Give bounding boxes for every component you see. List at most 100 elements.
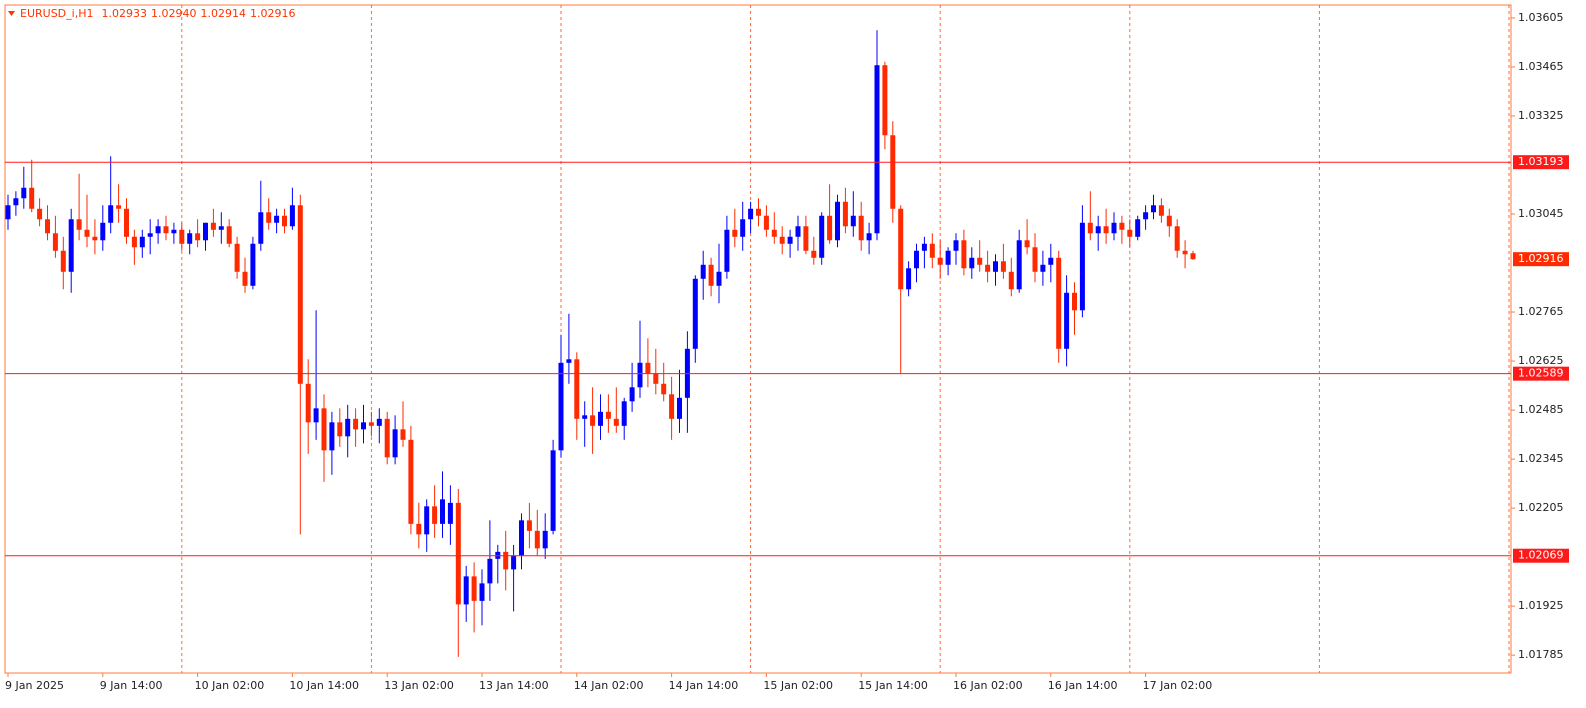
candle-body: [1024, 240, 1030, 248]
candle-body: [866, 233, 872, 241]
x-tick-label: 16 Jan 14:00: [1048, 679, 1118, 692]
candle-body: [282, 215, 287, 227]
candle-body: [566, 359, 572, 363]
candle-body: [779, 236, 785, 244]
candle-body: [337, 422, 343, 437]
candle-body: [1064, 292, 1070, 349]
candle-body: [921, 243, 927, 251]
candle-body: [384, 418, 390, 458]
candle-body: [787, 236, 793, 244]
candle-body: [187, 233, 193, 244]
candle-body: [811, 250, 817, 258]
candle-body: [803, 226, 809, 251]
candle-body: [258, 212, 264, 244]
y-tick-label: 1.01785: [1518, 648, 1564, 661]
x-tick-label: 9 Jan 14:00: [100, 679, 163, 692]
candle-body: [37, 208, 43, 220]
candle-body: [1056, 257, 1062, 349]
candle-body: [1127, 229, 1133, 237]
candle-body: [1048, 257, 1054, 265]
y-tick-label: 1.02485: [1518, 403, 1564, 416]
candle-body: [139, 236, 145, 248]
candle-body: [321, 408, 327, 451]
candle-body: [124, 208, 129, 237]
candle-body: [637, 362, 643, 388]
y-tick-label: 1.01925: [1518, 599, 1564, 612]
x-tick-label: 13 Jan 14:00: [479, 679, 549, 692]
x-tick-label: 10 Jan 02:00: [195, 679, 265, 692]
candle-body: [700, 264, 706, 279]
y-tick-label: 1.02765: [1518, 305, 1564, 318]
candle-body: [945, 250, 951, 265]
candle-body: [432, 506, 438, 524]
candle-body: [629, 387, 635, 402]
candle-body: [1182, 250, 1188, 255]
candle-body: [131, 236, 137, 248]
candle-body: [1190, 253, 1196, 260]
candle-body: [874, 65, 880, 234]
x-tick-label: 15 Jan 02:00: [763, 679, 833, 692]
candle-body: [1151, 205, 1156, 213]
candle-body: [361, 422, 366, 430]
candle-body: [1143, 212, 1149, 220]
candle-body: [203, 222, 208, 241]
level-label-bg: [1513, 366, 1569, 381]
candle-body: [155, 226, 161, 234]
candle-body: [669, 394, 675, 419]
candle-body: [906, 268, 912, 290]
candle-body: [487, 558, 493, 584]
collapse-icon[interactable]: [8, 11, 15, 16]
quote-high: 1.02940: [151, 7, 197, 20]
level-label-bg: [1513, 548, 1569, 563]
y-tick-label: 1.02345: [1518, 452, 1564, 465]
candle-body: [60, 250, 66, 272]
candle-body: [1040, 264, 1046, 272]
candle-body: [45, 219, 50, 234]
y-tick-label: 1.02205: [1518, 501, 1564, 514]
candle-body: [550, 450, 556, 531]
candle-body: [266, 212, 272, 223]
symbol: EURUSD_i,H1: [20, 7, 93, 20]
candle-body: [756, 208, 761, 216]
price-label-bg: [1513, 252, 1569, 267]
candle-body: [1079, 222, 1085, 311]
level-label: 1.02589: [1518, 367, 1564, 380]
candle-body: [795, 226, 801, 237]
candle-body: [368, 422, 374, 426]
candle-body: [613, 418, 619, 426]
candle-body: [242, 271, 248, 286]
candle-body: [598, 411, 603, 426]
candle-body: [827, 215, 833, 241]
candle-body: [84, 229, 90, 237]
candle-body: [534, 530, 540, 549]
candle-body: [1072, 292, 1077, 311]
candle-body: [92, 236, 98, 241]
candle-body: [985, 264, 991, 272]
candle-body: [447, 502, 453, 524]
x-tick-label: 10 Jan 14:00: [289, 679, 359, 692]
quote-open: 1.02933: [101, 7, 147, 20]
candle-body: [100, 222, 106, 241]
candle-body: [740, 219, 746, 237]
y-tick-label: 1.03605: [1518, 11, 1564, 24]
candle-body: [850, 215, 856, 227]
candle-body: [1103, 226, 1109, 234]
candle-body: [519, 520, 524, 556]
candle-body: [748, 208, 754, 220]
candle-body: [1032, 247, 1038, 272]
candle-body: [234, 243, 240, 272]
candle-body: [1166, 215, 1172, 227]
candle-body: [289, 205, 295, 227]
candle-body: [574, 359, 580, 419]
quote-close: 1.02916: [250, 7, 296, 20]
candles: [5, 30, 1196, 657]
candle-body: [68, 219, 74, 272]
x-tick-label: 17 Jan 02:00: [1143, 679, 1213, 692]
candle-body: [1174, 226, 1180, 251]
candle-body: [13, 198, 19, 206]
candle-body: [353, 418, 359, 430]
candle-body: [621, 401, 627, 426]
candle-body: [163, 226, 169, 234]
candle-body: [542, 530, 548, 549]
y-tick-label: 1.02625: [1518, 354, 1564, 367]
